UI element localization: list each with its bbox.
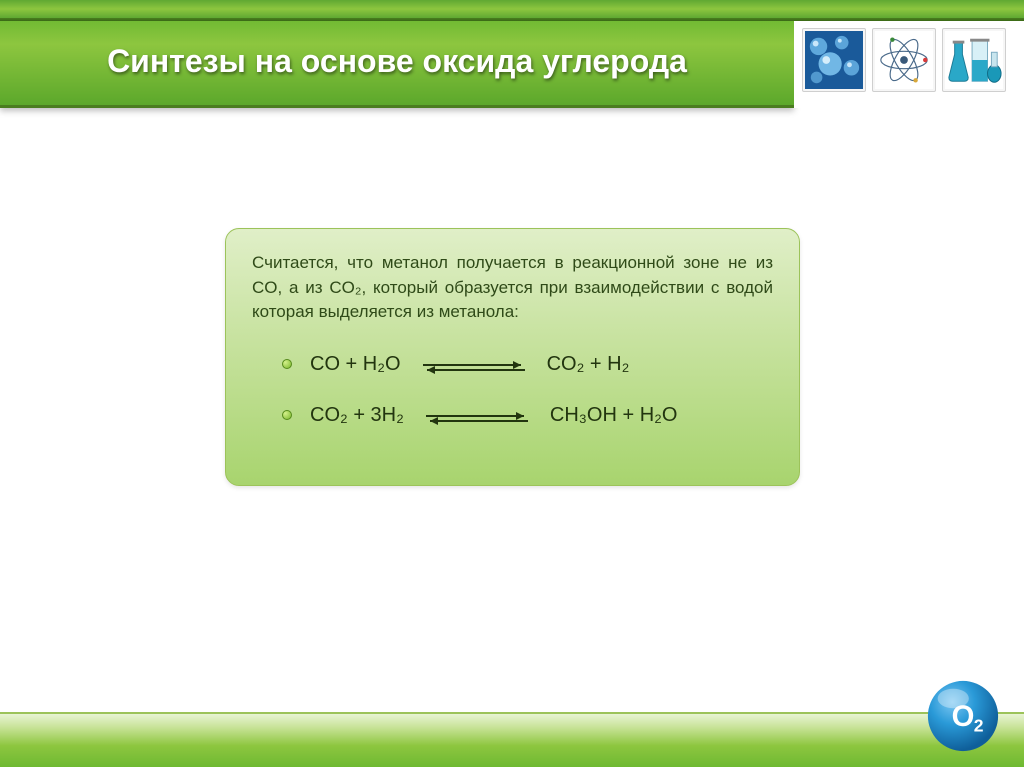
equation-row: CO + H₂O CO₂ + H₂ — [282, 353, 773, 376]
header-row: Синтезы на основе оксида углерода — [0, 18, 1024, 108]
lab-flasks-icon — [942, 28, 1006, 92]
equation-list: CO + H₂O CO₂ + H₂ CO₂ + 3H₂ — [252, 353, 773, 427]
info-panel: Считается, что метанол получается в реак… — [225, 228, 800, 486]
paragraph-text: Считается, что метанол получается в реак… — [252, 251, 773, 325]
o2-badge-icon: O 2 — [924, 677, 1002, 755]
equation-lhs: CO + H₂O — [310, 353, 401, 376]
molecules-water-icon — [802, 28, 866, 92]
page-title: Синтезы на основе оксида углерода — [107, 43, 687, 80]
equation-rhs: CO₂ + H₂ — [547, 353, 630, 376]
svg-text:2: 2 — [974, 716, 984, 736]
bullet-icon — [282, 359, 292, 369]
atom-model-icon — [872, 28, 936, 92]
equation-row: CO₂ + 3H₂ CH₃OH + H₂O — [282, 404, 773, 427]
decorative-icon-strip — [794, 18, 1024, 108]
footer-bar — [0, 712, 1024, 767]
equilibrium-arrow-icon — [422, 408, 532, 422]
equation-lhs: CO₂ + 3H₂ — [310, 404, 404, 427]
equilibrium-arrow-icon — [419, 357, 529, 371]
svg-text:O: O — [952, 701, 975, 733]
top-accent-bar — [0, 0, 1024, 18]
bullet-icon — [282, 410, 292, 420]
equation-rhs: CH₃OH + H₂O — [550, 404, 678, 427]
title-bar: Синтезы на основе оксида углерода — [0, 18, 794, 108]
content-area: Считается, что метанол получается в реак… — [0, 108, 1024, 688]
